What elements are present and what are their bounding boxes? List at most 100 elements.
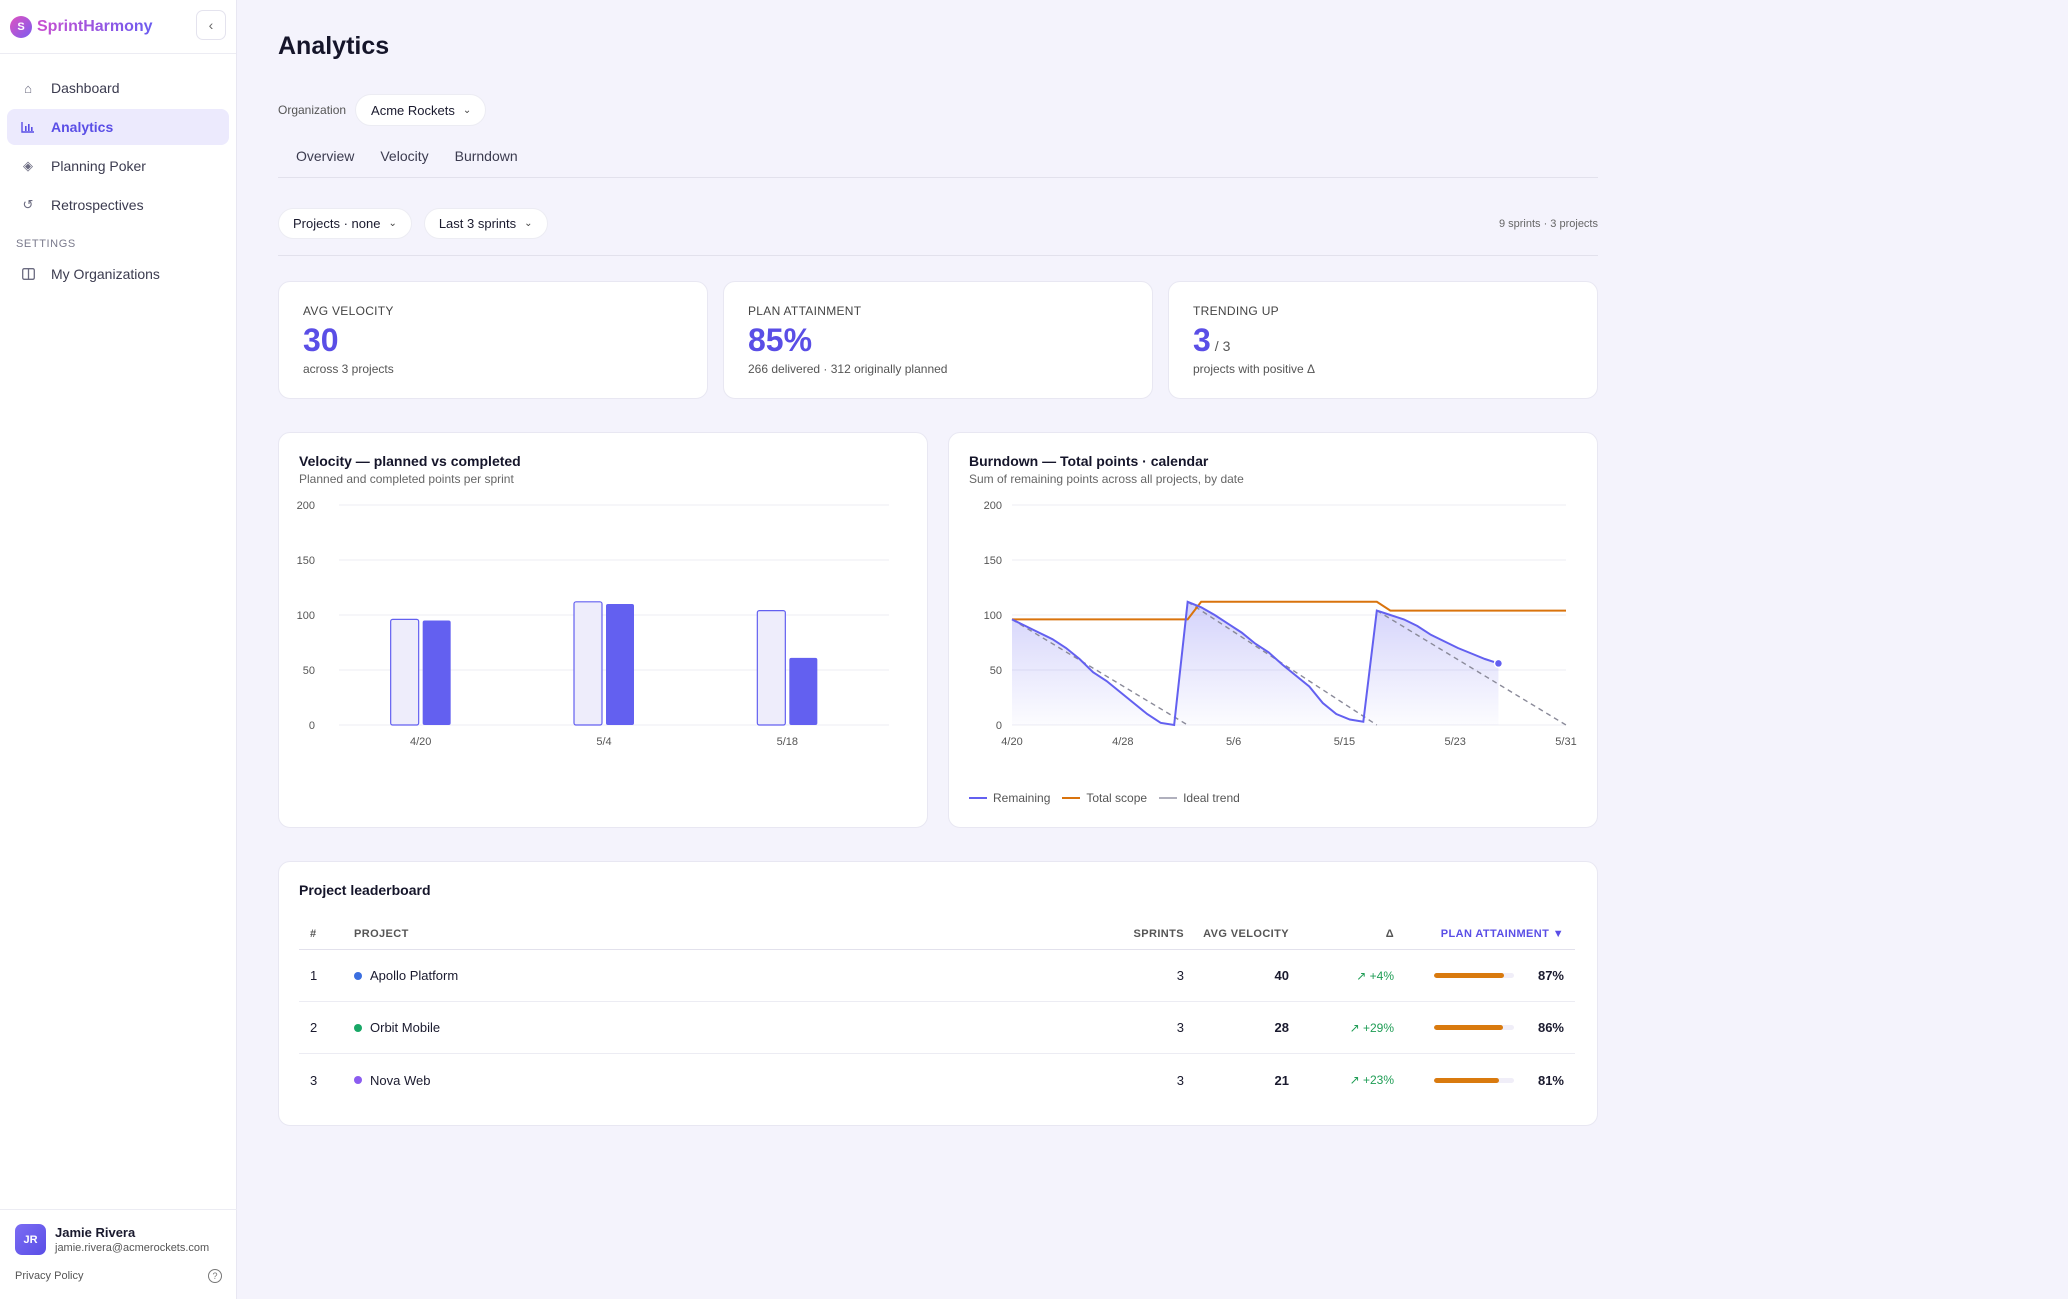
plan-attainment-fill (1434, 1025, 1503, 1030)
user-info: Jamie Rivera jamie.rivera@acmerockets.co… (55, 1225, 209, 1254)
y-tick-label: 0 (996, 720, 1002, 732)
project-name[interactable]: Nova Web (370, 1072, 431, 1088)
project-name[interactable]: Orbit Mobile (370, 1020, 441, 1035)
sprints-cell: 3 (1176, 1020, 1184, 1035)
stat-value: 30 (303, 322, 343, 359)
stat-card-trending-up: TRENDING UP 3/ 3 projects with positive … (1168, 281, 1598, 399)
sidebar-item-retrospectives[interactable]: ↺ Retrospectives (7, 187, 229, 223)
plan-attainment-bar (1434, 973, 1514, 978)
trend-up-icon: ↗ (1356, 968, 1367, 983)
leaderboard-table: # PROJECT SPRINTS AVG VELOCITY Δ PLAN AT… (299, 918, 1575, 1106)
table-row[interactable]: 2 Orbit Mobile 3 28 ↗ +29% 86% (299, 1002, 1575, 1054)
x-tick-label: 4/20 (410, 736, 431, 748)
completed-bar (789, 657, 818, 725)
chart-subtitle: Sum of remaining points across all proje… (969, 472, 1244, 486)
footer-links: Privacy Policy ? (15, 1269, 222, 1283)
columns-icon (20, 266, 36, 282)
completed-bar (422, 620, 451, 725)
stat-value: 3/ 3 (1193, 322, 1230, 359)
stat-sub: projects with positive Δ (1193, 362, 1316, 376)
refresh-icon: ↺ (22, 197, 34, 212)
organization-label: Organization (278, 103, 347, 117)
projects-filter[interactable]: Projects · none ⌄ (278, 208, 412, 239)
remaining-area (1012, 601, 1499, 725)
chevron-left-icon: ‹ (208, 17, 214, 33)
sprint-range-filter[interactable]: Last 3 sprints ⌄ (423, 208, 548, 239)
sidebar-footer: JR Jamie Rivera jamie.rivera@acmerockets… (0, 1209, 237, 1299)
sidebar-item-analytics[interactable]: Analytics (7, 109, 229, 145)
analytics-tabs: Overview Velocity Burndown (278, 148, 1598, 178)
plan-attainment-cell: 87% (1394, 968, 1575, 983)
x-tick-label: 5/31 (1555, 736, 1576, 748)
velocity-chart: 0 50 100 150 200 4/20 5/4 5/18 (297, 500, 889, 748)
privacy-policy-link[interactable]: Privacy Policy (15, 1270, 84, 1282)
sidebar: S SprintHarmony ‹ ⌂ Dashboard Analytics … (0, 0, 237, 1299)
x-tick-label: 5/6 (1226, 736, 1241, 748)
user-menu[interactable]: JR Jamie Rivera jamie.rivera@acmerockets… (15, 1224, 222, 1255)
table-row[interactable]: 3 Nova Web 3 21 ↗ +23% 81% (299, 1054, 1575, 1106)
sidebar-item-planning-poker[interactable]: ◈ Planning Poker (7, 148, 229, 184)
header-project[interactable]: PROJECT (354, 927, 409, 940)
avatar: JR (15, 1224, 46, 1255)
plan-attainment-cell: 81% (1394, 1073, 1575, 1088)
collapse-sidebar-button[interactable]: ‹ (196, 10, 226, 40)
ideal-trend-line (1376, 610, 1567, 726)
y-tick-label: 200 (297, 500, 315, 512)
stat-number: 30 (303, 322, 339, 358)
header-plan-attainment[interactable]: PLAN ATTAINMENT ▼ (1440, 927, 1564, 940)
stat-sub: across 3 projects (303, 362, 394, 376)
tab-velocity[interactable]: Velocity (380, 148, 429, 164)
project-color-dot (354, 1023, 362, 1032)
header-avg-velocity[interactable]: AVG VELOCITY (1203, 927, 1289, 940)
delta-value: +23% (1362, 1073, 1394, 1087)
chart-title: Velocity — planned vs completed (299, 453, 521, 469)
header-delta[interactable]: Δ (1385, 927, 1394, 940)
table-header: # PROJECT SPRINTS AVG VELOCITY Δ PLAN AT… (299, 918, 1575, 950)
y-tick-label: 50 (303, 665, 315, 677)
table-row[interactable]: 1 Apollo Platform 3 40 ↗ +4% 87% (299, 950, 1575, 1002)
sprints-cell: 3 (1176, 968, 1184, 983)
delta-cell: ↗ +4% (1289, 969, 1394, 983)
project-name[interactable]: Apollo Platform (370, 968, 459, 983)
legend-item-ideal-trend[interactable]: Ideal trend (1159, 791, 1240, 805)
legend-label: Ideal trend (1183, 791, 1240, 805)
tab-burndown[interactable]: Burndown (454, 148, 518, 164)
legend-item-remaining[interactable]: Remaining (969, 791, 1050, 805)
sidebar-item-dashboard[interactable]: ⌂ Dashboard (7, 70, 229, 106)
x-tick-label: 5/23 (1444, 736, 1465, 748)
y-tick-label: 50 (990, 665, 1002, 677)
trend-up-icon: ↗ (1349, 1020, 1360, 1035)
organization-row: Organization Acme Rockets ⌄ (278, 94, 487, 126)
leaderboard-title: Project leaderboard (299, 882, 431, 898)
sidebar-item-my-organizations[interactable]: My Organizations (7, 256, 229, 292)
plan-attainment-bar (1434, 1077, 1514, 1083)
brand-name: SprintHarmony (37, 17, 153, 35)
project-leaderboard: Project leaderboard # PROJECT SPRINTS AV… (278, 861, 1598, 1126)
legend-item-total-scope[interactable]: Total scope (1062, 791, 1147, 805)
sidebar-item-label: Dashboard (51, 80, 120, 96)
x-tick-label: 4/20 (1001, 736, 1022, 748)
user-name: Jamie Rivera (55, 1225, 136, 1240)
header-rank[interactable]: # (310, 927, 317, 940)
tab-overview[interactable]: Overview (296, 148, 355, 164)
legend-label: Remaining (993, 791, 1051, 805)
chevron-down-icon: ⌄ (462, 104, 472, 116)
organization-select[interactable]: Acme Rockets ⌄ (355, 94, 487, 126)
total-scope-line (1012, 600, 1566, 621)
burndown-chart-card: Burndown — Total points · calendar Sum o… (948, 432, 1598, 828)
plan-attainment-value: 86% (1537, 1020, 1564, 1035)
planned-bar (390, 618, 420, 726)
home-icon: ⌂ (24, 80, 32, 96)
rank-cell: 1 (310, 968, 318, 983)
delta-value: +4% (1369, 968, 1394, 983)
diamond-icon: ◈ (23, 158, 33, 173)
projects-filter-label: Projects · none (293, 216, 381, 231)
plan-attainment-value: 87% (1537, 968, 1564, 983)
header-sprints[interactable]: SPRINTS (1133, 927, 1184, 940)
stat-card-plan-attainment: PLAN ATTAINMENT 85% 266 delivered · 312 … (723, 281, 1153, 399)
help-icon[interactable]: ? (208, 1269, 222, 1283)
legend-label: Total scope (1086, 791, 1148, 805)
project-color-dot (354, 1076, 362, 1084)
delta-cell: ↗ +29% (1289, 1021, 1394, 1035)
bar-chart-icon (20, 119, 36, 135)
